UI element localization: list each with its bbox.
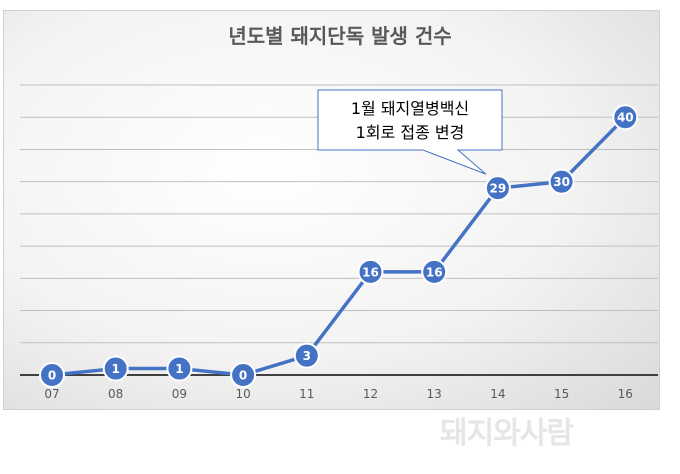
annotation-text: 1회로 접종 변경 <box>356 123 465 142</box>
data-point <box>612 104 639 131</box>
x-tick-label: 09 <box>172 387 187 401</box>
annotation-callout <box>317 89 503 175</box>
data-label: 16 <box>362 265 379 279</box>
data-label: 1 <box>175 362 183 376</box>
data-point <box>357 258 384 285</box>
x-tick-label: 15 <box>554 387 569 401</box>
data-point <box>166 355 193 382</box>
data-label: 16 <box>426 265 443 279</box>
data-point <box>548 168 575 195</box>
data-point <box>102 355 129 382</box>
data-label: 30 <box>553 175 570 189</box>
x-tick-label: 11 <box>299 387 314 401</box>
x-tick-label: 12 <box>363 387 378 401</box>
data-label: 0 <box>239 369 247 383</box>
annotation-text: 1월 돼지열병백신 <box>351 99 469 118</box>
data-point <box>39 362 65 388</box>
data-point <box>230 362 257 388</box>
x-tick-label: 07 <box>44 387 59 401</box>
x-tick-label: 10 <box>235 387 250 401</box>
x-tick-label: 13 <box>427 387 442 401</box>
series-line <box>51 115 627 377</box>
chart-title: 년도별 돼지단독 발생 건수 <box>228 24 452 48</box>
data-label: 29 <box>490 182 507 196</box>
data-label: 40 <box>617 111 634 125</box>
watermark-logo: 돼지와사람 <box>440 416 574 451</box>
x-tick-label: 16 <box>618 387 633 401</box>
data-point <box>484 175 511 202</box>
data-point <box>421 258 448 285</box>
data-point <box>293 342 320 369</box>
data-label: 1 <box>112 362 120 376</box>
data-label: 3 <box>303 349 311 363</box>
chart-panel <box>3 10 660 410</box>
x-tick-label: 08 <box>108 387 123 401</box>
x-tick-label: 14 <box>490 387 505 401</box>
data-label: 0 <box>48 369 56 383</box>
